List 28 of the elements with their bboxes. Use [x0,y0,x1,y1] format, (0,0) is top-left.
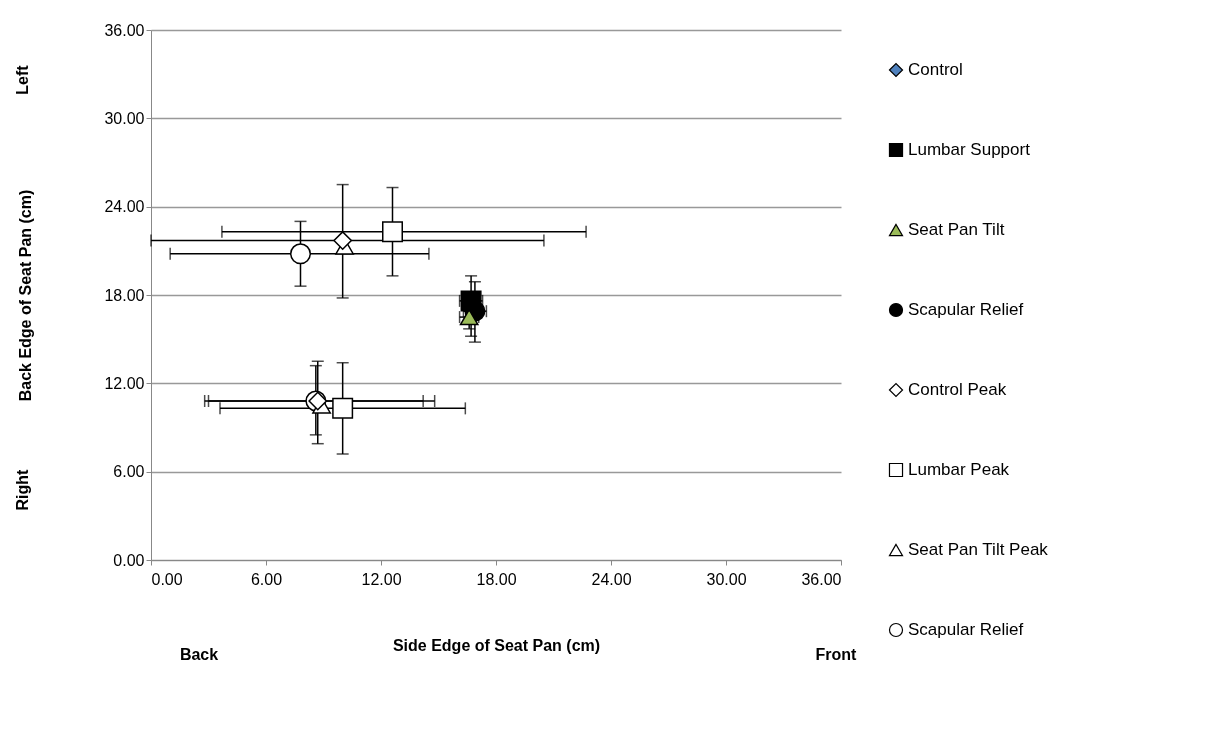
y-tick-label: 36.00 [104,21,145,39]
x-tick-label: 18.00 [476,570,517,588]
legend-label: Seat Pan Tilt Peak [908,540,1049,559]
y-axis-title: Back Edge of Seat Pan (cm) [17,189,35,402]
legend-label: Lumbar Peak [908,460,1010,479]
legend-label: Seat Pan Tilt [908,220,1005,239]
y-tick-label: 12.00 [104,374,145,392]
x-tick-label: 0.00 [151,570,183,588]
legend-label: Control Peak [908,380,1007,399]
x-tick-label: 12.00 [361,570,402,588]
legend-label: Scapular Relief [908,300,1024,319]
legend-label: Lumbar Support [908,140,1031,159]
legend-label: Scapular Relief [908,620,1024,639]
x-tick-label: 6.00 [250,570,283,588]
y-tick-label: 30.00 [104,109,145,127]
y-tick-label: 0.00 [113,551,145,569]
text: Left [14,64,31,95]
legend-label: Control [908,60,963,79]
x-tick-label: 24.00 [591,570,632,588]
text: Back [179,646,219,663]
y-tick-label: 6.00 [113,463,145,481]
y-tick-label: 24.00 [104,198,145,216]
y-tick-label: 18.00 [104,286,145,304]
x-tick-label: 36.00 [801,570,842,588]
text: Right [14,468,31,511]
x-axis-title: Side Edge of Seat Pan (cm) [392,636,601,654]
x-tick-label: 30.00 [706,570,747,588]
text: Front [815,646,858,663]
